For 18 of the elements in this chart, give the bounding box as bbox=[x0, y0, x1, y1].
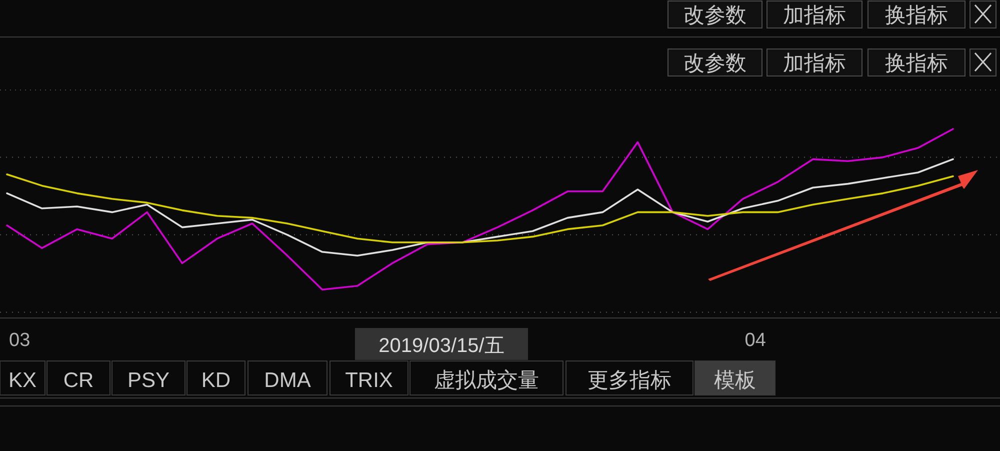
text: 2019/03/15/五 bbox=[378, 335, 504, 357]
text: 模板 bbox=[714, 369, 756, 392]
text: PSY bbox=[127, 369, 170, 392]
text: 加指标 bbox=[783, 4, 846, 27]
text: 加指标 bbox=[783, 52, 846, 75]
text: CR bbox=[63, 369, 94, 392]
text: 换指标 bbox=[885, 52, 948, 75]
text: TRIX bbox=[345, 369, 393, 392]
text: KD bbox=[201, 369, 231, 392]
text: 04 bbox=[744, 330, 766, 351]
text: 更多指标 bbox=[588, 369, 672, 392]
text: 换指标 bbox=[885, 4, 948, 27]
text: 改参数 bbox=[684, 4, 746, 27]
text: 改参数 bbox=[684, 52, 746, 75]
text: DMA bbox=[264, 369, 311, 392]
text: KX bbox=[8, 369, 37, 392]
text: 虚拟成交量 bbox=[434, 369, 539, 392]
text: 03 bbox=[9, 330, 30, 351]
